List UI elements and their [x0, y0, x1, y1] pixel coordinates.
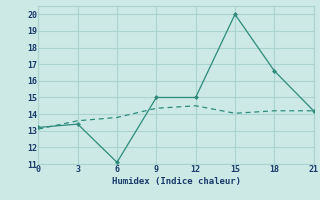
X-axis label: Humidex (Indice chaleur): Humidex (Indice chaleur)	[111, 177, 241, 186]
